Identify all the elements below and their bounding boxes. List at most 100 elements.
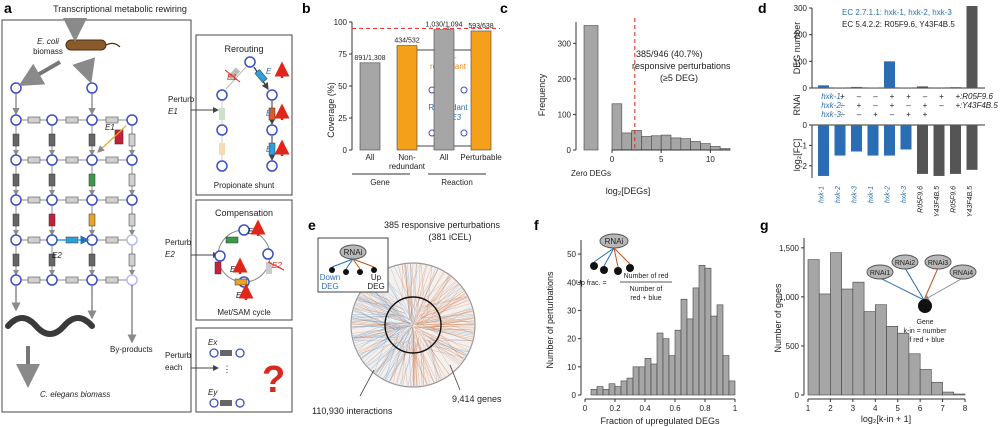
compensation-e-label: E (248, 227, 254, 236)
network-edge (72, 57, 96, 84)
e-legend-node (371, 267, 377, 273)
panel-f: f Number of perturbations Fraction of up… (534, 217, 720, 426)
metabolite-node (86, 82, 98, 94)
d-rnai-sign: + (890, 101, 895, 110)
d-rnai-sign: + (956, 101, 961, 110)
g-xtick-label: 5 (895, 404, 900, 413)
metabolic-network (10, 57, 138, 344)
e-interactions-label: 110,930 interactions (312, 406, 393, 416)
e-network-edge (394, 266, 417, 313)
d-bottom-bar (867, 125, 879, 156)
f-bar (650, 363, 658, 396)
d-ec1: EC 2.7.1.1: hxk-1, hxk-2, hxk-3 (842, 8, 952, 17)
rerouting-e-label: E (266, 67, 272, 76)
f-bar (602, 389, 610, 396)
g-bar (886, 326, 899, 396)
d-rnai-sign: – (890, 110, 895, 119)
g-ytick-label: 1,000 (779, 293, 800, 302)
d-bottom-bar (966, 125, 978, 170)
b-ytick-label: 100 (334, 18, 348, 27)
compensation-strike (267, 261, 285, 271)
enzyme-box (128, 133, 136, 147)
e-network-edge (426, 266, 432, 313)
f-bar (656, 332, 664, 396)
rerouting-enzyme (219, 143, 225, 155)
c-bar (700, 143, 711, 151)
e-network-edge (417, 343, 434, 383)
perturb-each-label-1: Perturb (165, 351, 192, 360)
network-box (1, 19, 192, 413)
d-top-ytick-label: 100 (794, 57, 808, 66)
g-bar (919, 369, 932, 396)
f-bar (680, 298, 688, 396)
e-network-edge (402, 341, 408, 386)
f-bar (668, 355, 676, 396)
d-rnai-sign: + (939, 92, 944, 101)
d-bottom-bar (933, 125, 945, 176)
e-network-edge (354, 324, 413, 344)
e1-knocked-enzyme (227, 67, 241, 81)
enzyme-box (12, 213, 20, 227)
g-rnai-label: RNAi4 (953, 270, 973, 277)
network-edge (18, 60, 62, 87)
g-xtick-label: 2 (828, 404, 833, 413)
rerouting-caption: Propionate shunt (214, 181, 275, 190)
d-gene-label: hxk-2 (885, 186, 892, 203)
perturb-e2-label-1: Perturb (165, 238, 192, 247)
b-xtick-label: Perturbable (460, 153, 502, 162)
c-zero-label: Zero DEGs (571, 169, 611, 178)
enzyme-box (105, 276, 119, 284)
b-bar-label: 891/1,308 (354, 55, 385, 62)
e-down-label: Down (320, 273, 340, 282)
enzyme-box (128, 213, 136, 227)
g-bar (874, 304, 887, 396)
e-network-edge (413, 275, 450, 325)
d-gene-label: hxk-1 (868, 186, 875, 203)
each-enzyme (220, 400, 232, 406)
e-network-edge (352, 322, 399, 328)
g-bar (830, 252, 842, 396)
rerouting-box (195, 34, 293, 196)
f-xlabel: Fraction of upregulated DEGs (600, 416, 720, 426)
e-up-label: Up (371, 273, 382, 282)
g-kin2-label: of red + blue (905, 337, 944, 344)
compensation-e2-mark: E2 (272, 261, 282, 270)
b-xtick-label: All (366, 153, 375, 162)
e-network-edge (410, 264, 417, 321)
enzyme-box (27, 196, 41, 204)
e-interactions-pointer (359, 369, 375, 397)
cycle-enzyme (234, 278, 248, 286)
e-title-1: 385 responsive perturbations (384, 220, 501, 230)
panel-f-label: f (534, 217, 539, 233)
g-ytick-label: 1,500 (779, 244, 800, 253)
f-ytick-label: 10 (567, 363, 576, 372)
c-bar (611, 103, 623, 151)
e-network-edge (413, 330, 434, 383)
metabolite-node (10, 114, 22, 126)
ellipsis-label: ⋮ (223, 364, 232, 374)
e-legend-edge (331, 258, 354, 268)
f-bar (632, 366, 640, 396)
e-network-edge (364, 288, 407, 324)
d-rnai-sign: – (857, 92, 862, 101)
e-network-edge (410, 264, 412, 318)
e-network-edge (414, 266, 432, 312)
d-rnai-sign: + (890, 92, 895, 101)
g-rnai-label: RNAi3 (928, 260, 948, 267)
rerouting-node (216, 89, 228, 101)
g-bar (852, 281, 865, 396)
g-gene-label: Gene (916, 319, 933, 326)
enzyme-box (105, 236, 119, 244)
each-node (235, 398, 245, 408)
g-bar (931, 381, 943, 396)
metabolite-node (46, 234, 58, 246)
e-network-edge (432, 307, 472, 323)
e-network-edge (421, 336, 446, 378)
rerouting-title: Rerouting (224, 44, 263, 54)
d-rnai-row-right: :Y43F4B.5 (960, 101, 998, 110)
g-rnai-node (866, 264, 894, 280)
enzyme-box (27, 236, 41, 244)
d-ylabel-mid: RNAi (792, 94, 802, 115)
rerouting-enzyme (254, 69, 268, 83)
